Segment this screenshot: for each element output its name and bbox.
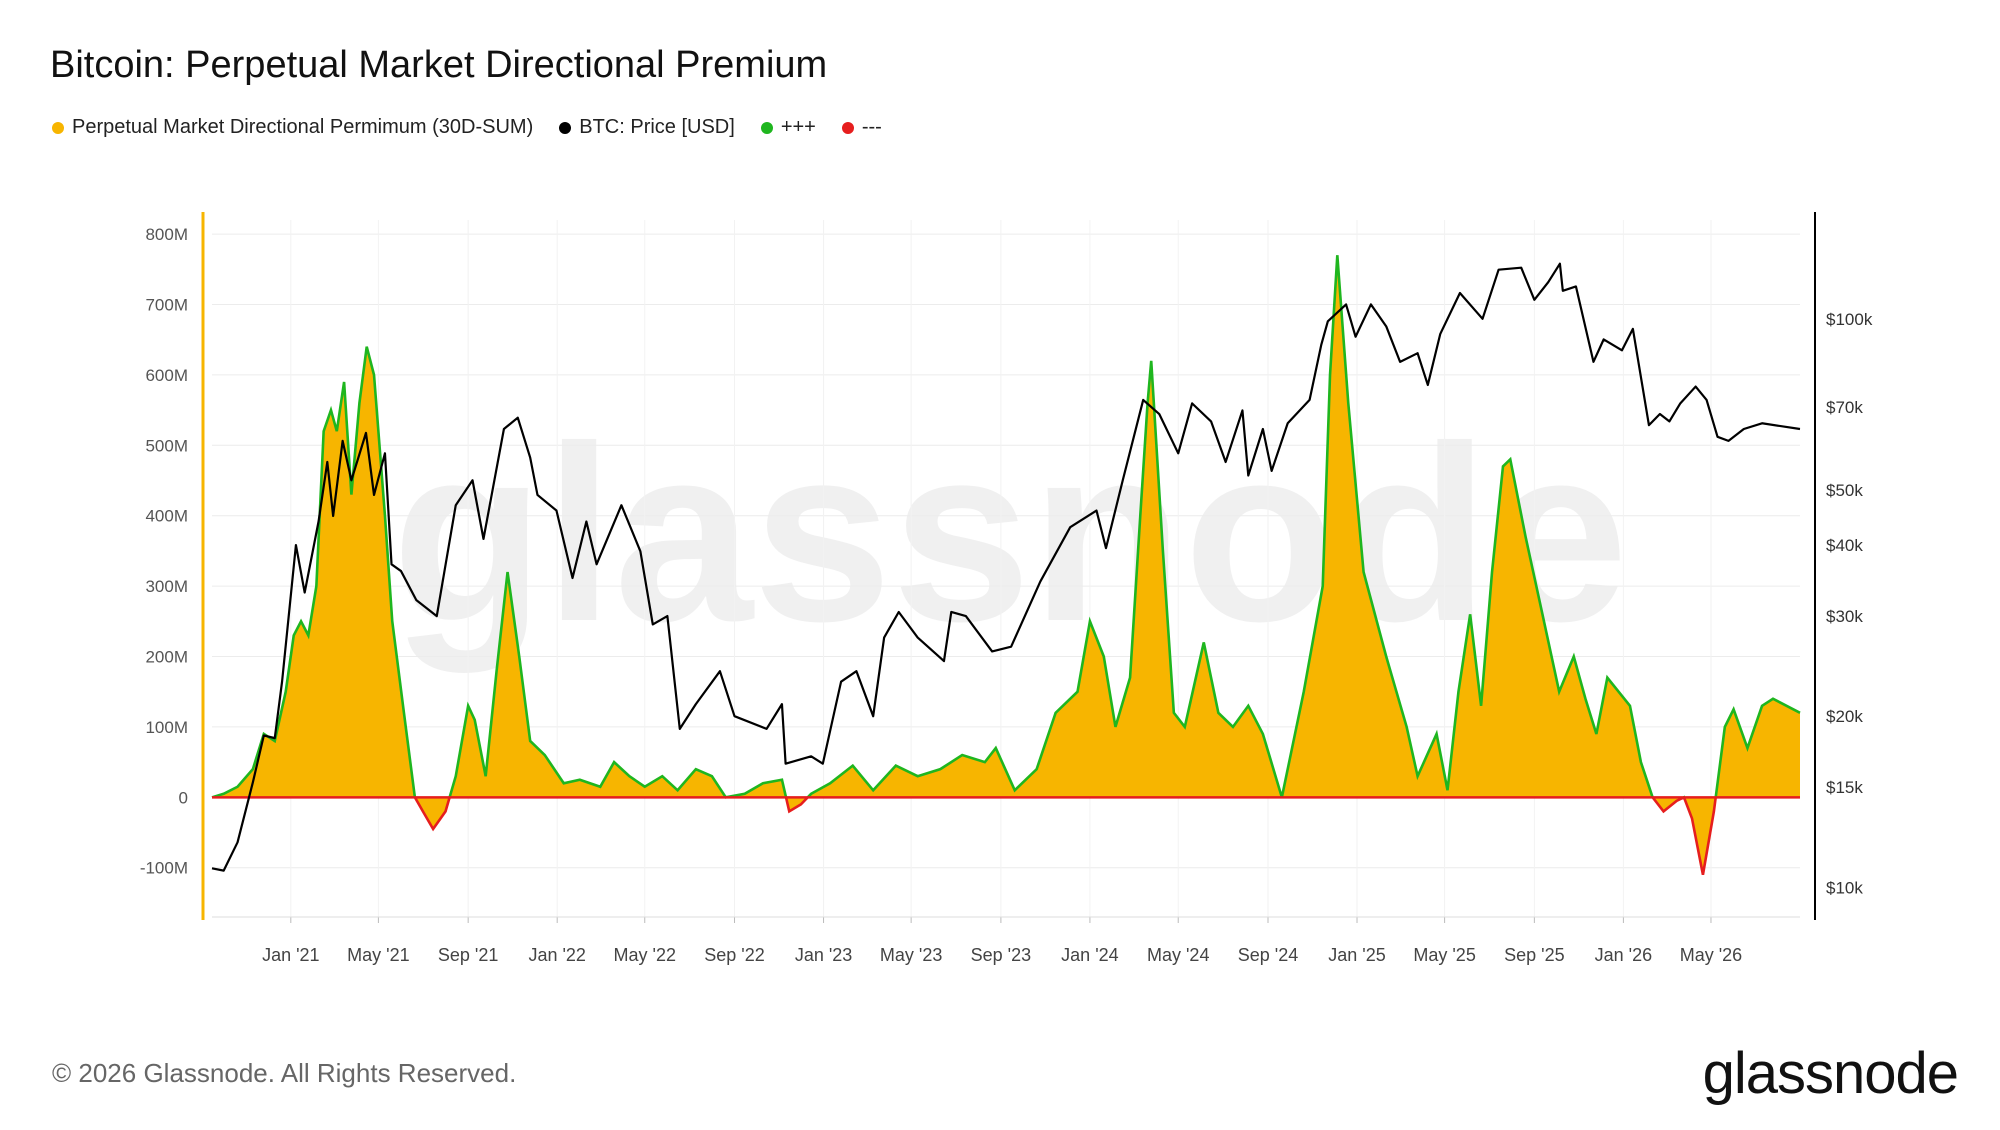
x-tick-label: Sep '24 bbox=[1238, 945, 1299, 965]
x-tick-label: May '23 bbox=[880, 945, 942, 965]
legend-label-negative: --- bbox=[861, 116, 882, 138]
x-tick-label: May '26 bbox=[1680, 945, 1742, 965]
y-left-tick-label: 700M bbox=[145, 295, 188, 314]
x-tick-label: Jan '22 bbox=[528, 945, 585, 965]
chart-title: Bitcoin: Perpetual Market Directional Pr… bbox=[50, 44, 828, 86]
legend-dot-negative bbox=[841, 121, 854, 134]
premium-area bbox=[212, 255, 1800, 875]
x-tick-label: May '22 bbox=[614, 945, 676, 965]
y-right-tick-label: $10k bbox=[1826, 878, 1863, 897]
x-tick-label: May '21 bbox=[347, 945, 409, 965]
legend-dot-positive bbox=[760, 121, 773, 134]
legend-item-positive[interactable]: +++ bbox=[760, 116, 816, 139]
x-tick-label: Jan '25 bbox=[1328, 945, 1385, 965]
x-tick-label: Sep '23 bbox=[971, 945, 1032, 965]
y-right-tick-label: $30k bbox=[1826, 607, 1863, 626]
x-tick-label: Jan '26 bbox=[1595, 945, 1652, 965]
x-tick-label: Sep '25 bbox=[1504, 945, 1565, 965]
y-right-tick-label: $15k bbox=[1826, 778, 1863, 797]
x-tick-label: Jan '21 bbox=[262, 945, 319, 965]
x-tick-label: May '24 bbox=[1147, 945, 1209, 965]
btc-price-line bbox=[211, 262, 1801, 872]
legend-label-premium: Perpetual Market Directional Permimum (3… bbox=[72, 116, 534, 138]
y-left-tick-label: 100M bbox=[145, 718, 188, 737]
y-right-tick-label: $70k bbox=[1826, 398, 1863, 417]
x-tick-label: Sep '21 bbox=[438, 945, 499, 965]
premium-line-positive bbox=[211, 255, 1801, 798]
watermark: glassnode bbox=[392, 394, 1628, 673]
legend-item-premium[interactable]: Perpetual Market Directional Permimum (3… bbox=[52, 116, 533, 139]
y-left-tick-label: -100M bbox=[140, 859, 188, 878]
x-tick-label: Sep '22 bbox=[704, 945, 765, 965]
y-left-tick-label: 400M bbox=[145, 507, 188, 526]
legend-label-price: BTC: Price [USD] bbox=[579, 116, 735, 138]
y-right-tick-label: $50k bbox=[1826, 481, 1863, 500]
copyright-footer: © 2026 Glassnode. All Rights Reserved. bbox=[52, 1058, 517, 1088]
y-left-tick-label: 500M bbox=[145, 436, 188, 455]
legend-label-positive: +++ bbox=[780, 116, 816, 138]
x-tick-label: May '25 bbox=[1413, 945, 1475, 965]
y-right-tick-label: $100k bbox=[1826, 310, 1873, 329]
legend-item-negative[interactable]: --- bbox=[841, 116, 882, 139]
y-left-tick-label: 300M bbox=[145, 577, 188, 596]
y-left-tick-label: 200M bbox=[145, 648, 188, 667]
legend-item-price[interactable]: BTC: Price [USD] bbox=[559, 116, 735, 139]
x-tick-label: Jan '24 bbox=[1061, 945, 1118, 965]
x-tick-label: Jan '23 bbox=[795, 945, 852, 965]
glassnode-logo: glassnode bbox=[1702, 1041, 1959, 1106]
y-left-tick-label: 0 bbox=[179, 788, 188, 807]
y-left-tick-label: 600M bbox=[145, 366, 188, 385]
y-left-tick-label: 800M bbox=[145, 225, 188, 244]
legend: Perpetual Market Directional Permimum (3… bbox=[52, 116, 908, 139]
y-right-tick-label: $20k bbox=[1826, 707, 1863, 726]
legend-dot-price bbox=[559, 121, 572, 134]
y-right-tick-label: $40k bbox=[1826, 536, 1863, 555]
legend-dot-premium bbox=[52, 121, 64, 134]
